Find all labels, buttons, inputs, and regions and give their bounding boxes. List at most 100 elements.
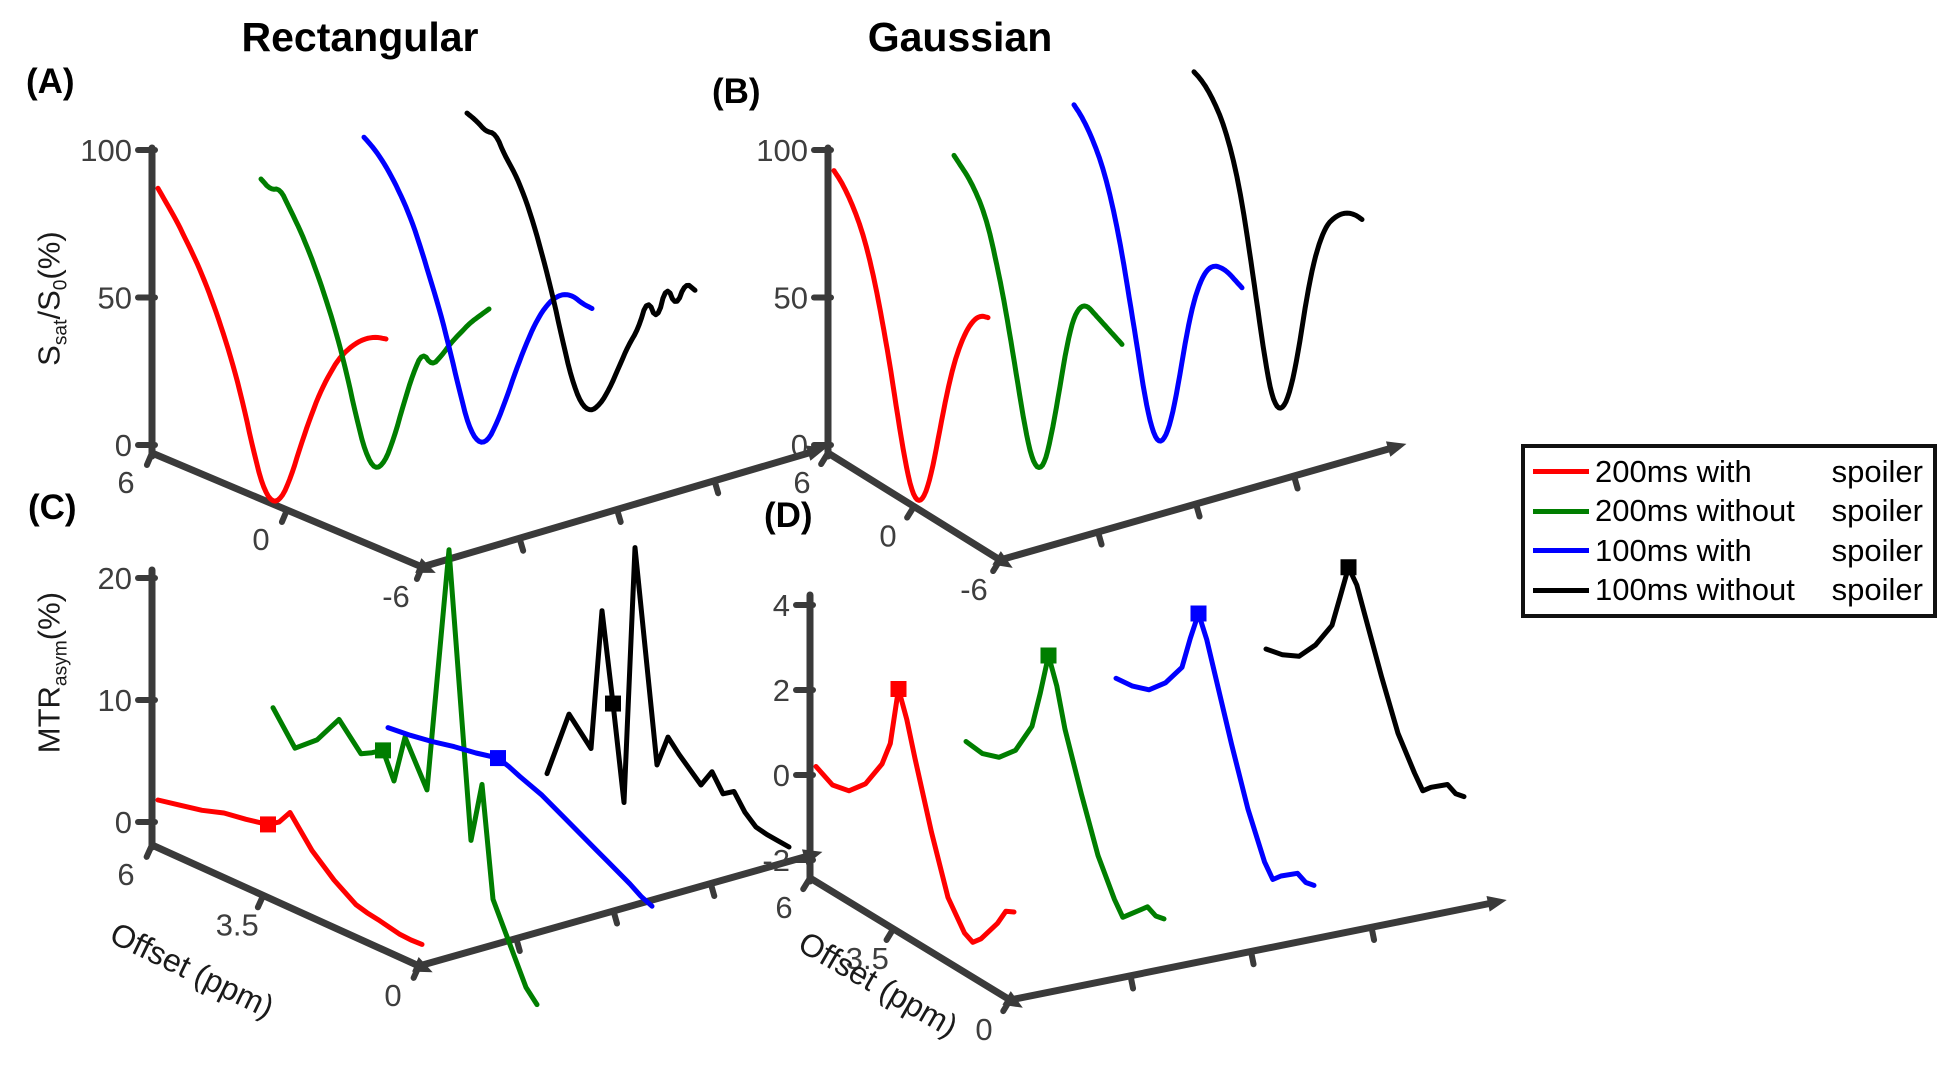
tick-series-B bbox=[1291, 473, 1301, 492]
tick-label-y-B: 100 bbox=[756, 133, 808, 168]
marker-C-100ms-without-spoiler bbox=[605, 695, 621, 712]
marker-C-200ms-with-spoiler bbox=[260, 816, 276, 833]
curve-C-100ms-with-spoiler bbox=[385, 725, 655, 909]
panel-label-c: (C) bbox=[28, 488, 77, 527]
curve-C-200ms-without-spoiler bbox=[270, 547, 540, 1008]
curve-B-100ms-without-spoiler bbox=[1191, 69, 1365, 411]
tick-offset-D bbox=[883, 925, 897, 943]
curve-A-200ms-with-spoiler bbox=[155, 185, 389, 504]
legend-label: spoiler bbox=[1831, 453, 1923, 489]
tick-series-D bbox=[1127, 972, 1137, 992]
tick-label-offset-B: 0 bbox=[879, 519, 896, 554]
tick-label-y-D: 2 bbox=[773, 673, 790, 708]
axis-label-text: /S bbox=[31, 290, 67, 320]
tick-label-offset-A: 0 bbox=[252, 522, 269, 557]
marker-D-200ms-with-spoiler bbox=[890, 681, 907, 697]
legend-label: spoiler bbox=[1831, 493, 1923, 529]
legend-label: spoiler bbox=[1831, 532, 1923, 568]
curve-B-200ms-with-spoiler bbox=[831, 168, 991, 503]
curve-D-100ms-without-spoiler bbox=[1263, 564, 1467, 800]
tick-series-A bbox=[516, 535, 527, 554]
axis-label-text: MTR bbox=[31, 686, 67, 754]
panel-label-b: (B) bbox=[712, 72, 761, 111]
tick-label-offset-C: 3.5 bbox=[216, 907, 259, 942]
legend-line-black bbox=[1533, 587, 1589, 593]
curve-B-200ms-without-spoiler bbox=[951, 152, 1125, 470]
tick-label-offset-B: 6 bbox=[793, 465, 810, 500]
panel-label-a: (A) bbox=[26, 62, 75, 101]
curve-D-100ms-with-spoiler bbox=[1113, 611, 1317, 888]
curve-A-200ms-without-spoiler bbox=[258, 176, 492, 470]
curve-A-100ms-with-spoiler bbox=[361, 134, 595, 445]
curve-C-200ms-with-spoiler bbox=[155, 797, 425, 947]
tick-offset-D bbox=[800, 875, 813, 893]
legend-item: 100ms with spoiler bbox=[1533, 533, 1923, 569]
tick-offset-C bbox=[143, 842, 155, 860]
legend-label: 200ms without bbox=[1595, 493, 1795, 529]
axis-arrow-offset-B bbox=[992, 551, 1013, 568]
tick-label-y-C: 10 bbox=[98, 683, 132, 718]
legend-label: spoiler bbox=[1831, 572, 1923, 608]
tick-series-D bbox=[1368, 924, 1378, 943]
curve-D-200ms-without-spoiler bbox=[963, 653, 1167, 922]
axis-label-text: (%) bbox=[31, 231, 67, 280]
legend-label: 200ms with bbox=[1595, 453, 1752, 489]
legend-line-red bbox=[1533, 469, 1589, 475]
tick-label-offset-A: -6 bbox=[382, 579, 410, 614]
column-title-gaussian: Gaussian bbox=[867, 14, 1053, 60]
tick-series-A bbox=[711, 477, 722, 497]
axis-label-text: sat bbox=[50, 319, 72, 346]
axis-arrow-offset-C bbox=[412, 957, 433, 973]
axis-arrow-series-B bbox=[1385, 441, 1407, 457]
tick-series-B bbox=[1095, 529, 1105, 548]
tick-series-D bbox=[1248, 948, 1257, 968]
legend-item: 100ms without spoiler bbox=[1533, 572, 1923, 608]
tick-series-B bbox=[1193, 501, 1203, 520]
axis-arrow-offset-D bbox=[1002, 991, 1023, 1008]
axis-arrow-offset-A bbox=[415, 558, 436, 573]
legend-item: 200ms without spoiler bbox=[1533, 493, 1923, 529]
tick-label-y-D: 0 bbox=[773, 758, 790, 793]
tick-label-y-C: 20 bbox=[98, 561, 132, 596]
y-axis-label-c: MTRasym(%) bbox=[31, 503, 72, 843]
tick-label-y-A: 0 bbox=[115, 428, 132, 463]
axis-arrow-series-D bbox=[1486, 895, 1507, 912]
tick-label-y-B: 50 bbox=[774, 281, 808, 316]
tick-offset-B bbox=[818, 450, 831, 468]
panel-label-d: (D) bbox=[764, 496, 813, 535]
tick-label-y-A: 50 bbox=[98, 281, 132, 316]
curve-B-100ms-with-spoiler bbox=[1071, 102, 1245, 444]
marker-D-200ms-without-spoiler bbox=[1040, 647, 1057, 664]
legend-item: 200ms with spoiler bbox=[1533, 454, 1923, 490]
tick-label-offset-C: 6 bbox=[117, 857, 134, 892]
tick-offset-B bbox=[904, 503, 917, 521]
legend-label: 100ms without bbox=[1595, 572, 1795, 608]
axis-label-text: (%) bbox=[31, 591, 67, 641]
axis-label-text: S bbox=[31, 345, 67, 366]
marker-C-100ms-with-spoiler bbox=[490, 750, 506, 767]
tick-offset-A bbox=[278, 507, 290, 525]
axis-offset-D bbox=[806, 874, 1014, 1004]
marker-C-200ms-without-spoiler bbox=[375, 742, 391, 759]
tick-series-C bbox=[513, 935, 523, 955]
marker-D-100ms-with-spoiler bbox=[1190, 605, 1207, 622]
tick-offset-A bbox=[143, 450, 155, 468]
tick-label-offset-C: 0 bbox=[384, 978, 401, 1013]
tick-label-y-A: 100 bbox=[80, 133, 132, 168]
tick-series-C bbox=[707, 880, 718, 900]
tick-label-offset-D: 6 bbox=[775, 890, 792, 925]
tick-label-y-D: 4 bbox=[773, 588, 790, 623]
tick-series-A bbox=[614, 506, 624, 525]
legend: 200ms with spoiler 200ms without spoiler… bbox=[1521, 444, 1937, 618]
axis-arrow-series-A bbox=[805, 445, 827, 461]
tick-label-offset-D: 3.5 bbox=[846, 941, 889, 976]
curve-D-200ms-with-spoiler bbox=[813, 686, 1017, 945]
axis-offset-C bbox=[148, 841, 423, 970]
tick-label-y-D: -2 bbox=[762, 843, 790, 878]
tick-offset-C bbox=[254, 892, 267, 911]
tick-series-C bbox=[610, 908, 621, 927]
tick-label-y-C: 0 bbox=[115, 805, 132, 840]
tick-label-y-B: 0 bbox=[791, 428, 808, 463]
